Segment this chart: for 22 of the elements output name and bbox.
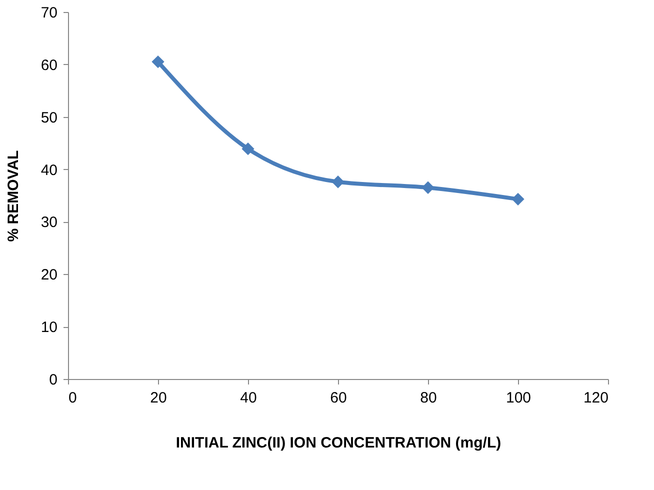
x-tick-label: 100 xyxy=(506,390,532,406)
x-tick-label: 80 xyxy=(420,390,437,406)
y-tick-label: 0 xyxy=(49,372,58,388)
x-tick-label: 120 xyxy=(583,390,608,406)
x-tick-label: 60 xyxy=(330,390,347,406)
point xyxy=(332,176,344,188)
y-tick-label: 60 xyxy=(40,56,58,74)
y-tick-label: 10 xyxy=(40,319,58,336)
y-tick-label: 50 xyxy=(40,109,58,126)
x-axis-title: INITIAL ZINC(II) ION CONCENTRATION (mg/L) xyxy=(176,434,502,452)
point xyxy=(512,192,524,206)
y-tick-label: 20 xyxy=(40,266,58,284)
x-tick-label: 20 xyxy=(150,390,167,406)
point xyxy=(242,142,254,156)
y-tick-label: 70 xyxy=(40,4,58,22)
y-tick-label: 30 xyxy=(40,214,58,232)
x-tick-label: 40 xyxy=(240,390,257,406)
x-tick-label: 0 xyxy=(68,390,77,406)
y-tick-label: 40 xyxy=(40,162,58,179)
point xyxy=(422,181,434,194)
point xyxy=(152,55,164,68)
y-axis-title: % REMOVAL xyxy=(4,150,22,242)
